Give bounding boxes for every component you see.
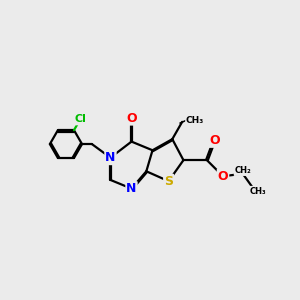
Text: O: O xyxy=(209,134,220,147)
Text: Cl: Cl xyxy=(74,114,86,124)
Text: N: N xyxy=(126,182,137,195)
Text: CH₂: CH₂ xyxy=(234,166,251,175)
Text: N: N xyxy=(105,151,116,164)
Text: CH₃: CH₃ xyxy=(186,116,204,125)
Text: O: O xyxy=(218,170,228,183)
Text: O: O xyxy=(126,112,137,124)
Text: CH₃: CH₃ xyxy=(250,187,266,196)
Text: S: S xyxy=(164,175,173,188)
